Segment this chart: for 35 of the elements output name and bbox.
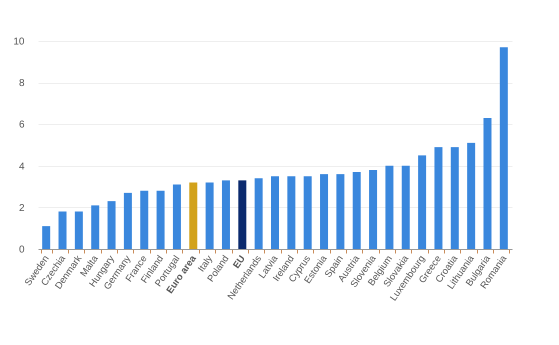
bar xyxy=(467,142,476,249)
y-tick-label: 8 xyxy=(18,78,25,90)
bar xyxy=(206,182,214,249)
y-tick-label: 10 xyxy=(13,36,25,48)
bar xyxy=(254,178,263,249)
bar xyxy=(483,118,492,249)
bar xyxy=(74,212,83,249)
bar xyxy=(140,190,148,249)
bar xyxy=(238,180,246,249)
bar xyxy=(156,190,165,249)
bar xyxy=(58,212,67,249)
bar xyxy=(450,147,459,249)
bar xyxy=(336,174,344,249)
bar xyxy=(222,180,230,249)
y-tick-label: 2 xyxy=(18,202,25,214)
bar xyxy=(124,192,132,249)
bar xyxy=(42,226,50,249)
bar xyxy=(91,205,100,249)
bar xyxy=(320,174,328,249)
bar xyxy=(304,176,312,249)
bar xyxy=(402,166,410,249)
bar xyxy=(500,47,508,249)
bar xyxy=(189,182,198,249)
bar xyxy=(271,176,279,249)
bar xyxy=(418,155,426,249)
bar xyxy=(352,172,361,249)
bar xyxy=(434,147,442,249)
bar xyxy=(369,170,378,249)
bar xyxy=(385,166,394,249)
y-tick-label: 0 xyxy=(18,244,25,256)
y-tick-label: 4 xyxy=(18,161,25,172)
bar xyxy=(172,184,181,249)
bar xyxy=(108,201,116,249)
bar xyxy=(287,176,296,249)
y-tick-label: 6 xyxy=(18,120,25,131)
